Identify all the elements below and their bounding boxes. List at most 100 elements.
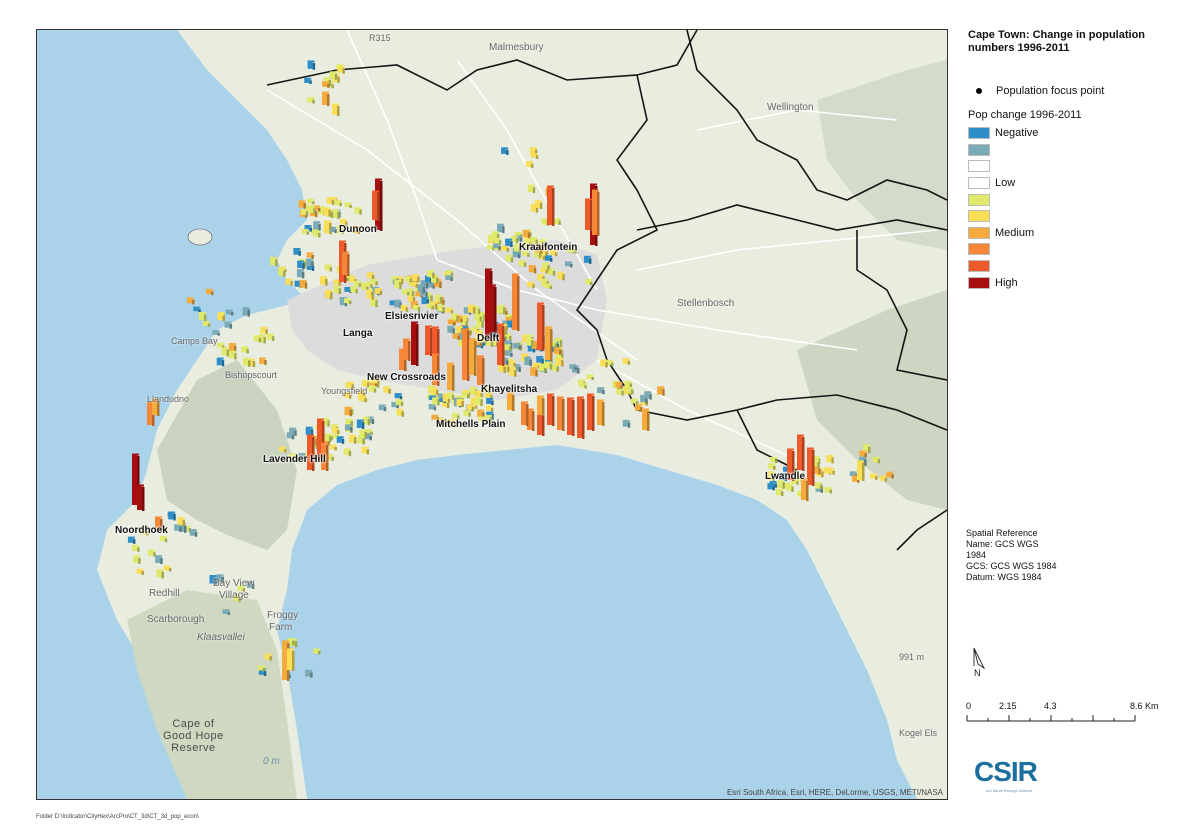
population-bar — [553, 347, 562, 355]
basemap — [37, 30, 947, 799]
population-bar — [644, 391, 652, 400]
population-bar — [352, 225, 361, 234]
population-bar — [198, 312, 207, 322]
population-bar — [508, 360, 516, 367]
population-bar — [429, 301, 438, 310]
population-bar — [462, 328, 470, 381]
population-bar — [872, 456, 881, 464]
population-bar — [544, 283, 553, 289]
map-frame[interactable]: Dunoon Kraaifontein Elsiesrivier Langa D… — [36, 29, 948, 800]
population-bar — [132, 453, 140, 506]
population-bar — [189, 529, 198, 537]
population-bar — [485, 405, 494, 412]
population-bar — [370, 278, 378, 286]
population-bar — [343, 298, 352, 305]
population-bar — [365, 289, 374, 296]
population-bar — [342, 251, 350, 276]
population-bar — [329, 444, 337, 451]
population-bar — [478, 416, 487, 423]
population-bar — [133, 555, 141, 564]
population-bar — [813, 465, 821, 475]
place-label-new-crossroads: New Crossroads — [367, 372, 446, 383]
population-bar — [446, 392, 455, 400]
cape-point-reserve — [127, 590, 297, 799]
population-bar — [298, 200, 306, 209]
population-bar — [501, 245, 510, 252]
population-bar — [187, 297, 195, 305]
focus-point-label: Population focus point — [996, 85, 1105, 97]
population-bar — [530, 237, 538, 245]
spatial-ref-gcs: GCS: GCS WGS 1984 — [966, 561, 1057, 571]
map-title: Cape Town: Change in population numbers … — [968, 29, 1146, 54]
population-bar — [549, 249, 558, 257]
place-label-lavender-hill: Lavender Hill — [263, 454, 326, 465]
svg-text:our future through science: our future through science — [986, 788, 1033, 793]
population-bar — [551, 363, 560, 371]
population-bar — [224, 321, 233, 329]
population-bar — [308, 206, 316, 214]
north-arrow-icon — [973, 647, 986, 670]
population-bar — [863, 444, 871, 454]
population-bar — [622, 419, 631, 428]
population-bar — [359, 429, 367, 438]
population-bar — [544, 255, 553, 262]
population-bar — [530, 153, 539, 159]
north-arrow: N — [968, 646, 992, 685]
population-bar — [366, 272, 375, 280]
place-label-delft: Delft — [477, 333, 500, 344]
legend-swatch — [968, 243, 990, 256]
population-bar — [344, 202, 352, 208]
population-bar — [209, 575, 217, 585]
population-bar — [155, 516, 163, 531]
population-bar — [557, 396, 565, 431]
population-bar — [136, 568, 144, 575]
population-bar — [448, 419, 457, 428]
map-attribution: Esri South Africa, Esri, HERE, DeLorme, … — [726, 788, 943, 797]
population-bar — [233, 594, 241, 603]
population-bar — [522, 229, 531, 239]
population-bar — [332, 103, 340, 116]
population-bar — [297, 260, 305, 269]
population-bar — [428, 404, 437, 411]
base-label-youngsfield: Youngsfield — [321, 386, 368, 396]
population-bar — [512, 252, 521, 259]
legend-swatch — [968, 143, 990, 156]
population-bar — [556, 357, 564, 367]
population-bar — [321, 442, 329, 471]
population-bar — [434, 294, 443, 303]
population-bar — [540, 248, 548, 258]
population-bar — [425, 325, 433, 356]
population-bar — [615, 382, 623, 389]
legend-swatch — [968, 276, 990, 289]
population-bar — [305, 426, 314, 436]
scale-label-0: 0 — [966, 701, 972, 711]
population-bar — [497, 223, 505, 234]
population-bar — [325, 289, 333, 300]
population-bar — [567, 397, 575, 436]
base-label-froggy: Froggy — [267, 610, 299, 621]
population-bar — [343, 448, 352, 457]
population-bar — [605, 360, 614, 367]
population-bar — [287, 638, 295, 646]
reserve-label-line2: Good Hope — [163, 730, 224, 742]
legend-class-2 — [968, 158, 1178, 175]
population-bar — [426, 303, 434, 310]
population-bar — [307, 60, 316, 70]
population-bar — [523, 239, 532, 249]
csir-logo-mark: CSIR our future through science — [974, 756, 1039, 793]
population-bar — [357, 390, 366, 398]
population-bar — [291, 453, 299, 462]
legend-class-3: Low — [968, 175, 1178, 192]
population-bar — [364, 433, 372, 441]
base-label-malmesbury: Malmesbury — [489, 42, 544, 53]
population-bar — [336, 436, 345, 444]
population-bar — [396, 408, 405, 417]
population-bar — [507, 392, 515, 411]
population-bar — [769, 480, 778, 488]
population-bar — [432, 397, 440, 406]
population-bar — [479, 335, 487, 344]
population-bar — [505, 238, 513, 247]
population-bar — [487, 245, 495, 251]
population-bar — [306, 252, 315, 259]
population-bar — [344, 424, 353, 432]
